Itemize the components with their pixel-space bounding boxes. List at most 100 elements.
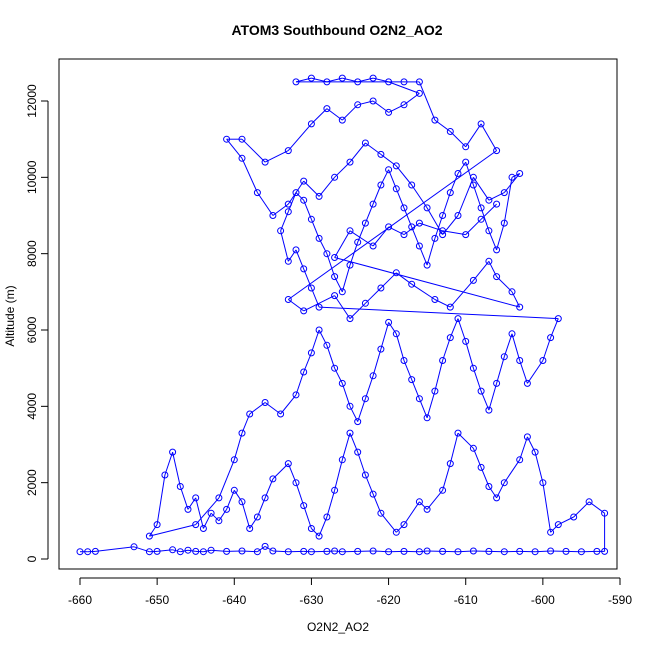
- series-segment: [195, 497, 220, 525]
- data-point: [230, 456, 238, 464]
- series-segment: [241, 501, 251, 529]
- series-segment: [311, 108, 328, 125]
- data-point: [500, 479, 508, 487]
- data-point: [423, 505, 431, 513]
- data-point: [130, 543, 138, 551]
- series-segment: [442, 192, 451, 216]
- data-point: [223, 547, 231, 555]
- data-point: [307, 215, 315, 223]
- series-segment: [349, 242, 359, 266]
- data-point: [385, 223, 393, 231]
- series-segment: [419, 550, 428, 553]
- data-point: [323, 547, 331, 555]
- data-point: [369, 97, 377, 105]
- data-point: [307, 74, 315, 82]
- data-point: [408, 280, 416, 288]
- data-point: [284, 460, 292, 468]
- series-segment: [373, 550, 389, 553]
- series-segment: [426, 238, 436, 266]
- series-segment: [496, 276, 513, 293]
- series-segment: [511, 173, 520, 178]
- data-point: [462, 337, 470, 345]
- series-segment: [172, 451, 181, 487]
- series-segment: [388, 81, 420, 94]
- data-point: [346, 158, 354, 166]
- x-axis: -660 -650 -640 -630 -620 -610 -600 -590: [68, 577, 632, 607]
- series-segment: [349, 142, 366, 163]
- series-segment: [357, 398, 366, 422]
- data-point: [346, 315, 354, 323]
- data-point: [570, 513, 578, 521]
- data-point: [601, 509, 609, 517]
- data-point: [423, 414, 431, 422]
- data-point: [184, 505, 192, 513]
- data-point: [315, 192, 323, 200]
- data-point: [431, 387, 439, 395]
- series-segment: [179, 486, 189, 510]
- series-segment: [241, 158, 258, 193]
- data-point: [246, 525, 254, 532]
- data-point: [307, 120, 315, 128]
- series-segment: [226, 138, 243, 159]
- data-point: [284, 200, 292, 208]
- series-segment: [156, 474, 166, 525]
- y-tick-label: 12000: [25, 84, 39, 118]
- series-segment: [341, 432, 351, 460]
- data-point: [400, 521, 408, 529]
- data-point: [385, 166, 393, 174]
- data-point: [454, 212, 462, 219]
- series-segment: [419, 501, 428, 510]
- series-segment: [257, 545, 266, 553]
- data-point: [477, 387, 485, 395]
- data-point: [446, 334, 454, 342]
- y-tick-label: 2000: [25, 469, 39, 496]
- data-point: [601, 547, 609, 555]
- data-point: [292, 78, 300, 86]
- data-point: [284, 257, 292, 265]
- series-segment: [280, 230, 289, 262]
- x-tick-label: -600: [531, 593, 555, 607]
- data-point: [400, 78, 408, 86]
- series-segment: [380, 272, 397, 289]
- data-point: [500, 219, 508, 227]
- data-point: [469, 173, 477, 181]
- series-segment: [380, 512, 397, 533]
- data-point: [439, 212, 447, 219]
- series-segment: [449, 280, 474, 308]
- data-point: [338, 288, 346, 296]
- data-point: [369, 200, 377, 208]
- series-segment: [542, 337, 552, 361]
- data-point: [485, 196, 493, 204]
- plot-frame: [58, 58, 618, 570]
- data-point: [176, 483, 184, 490]
- data-point: [415, 498, 423, 506]
- data-point: [408, 181, 416, 189]
- data-point: [145, 548, 153, 556]
- data-point: [392, 330, 400, 338]
- data-point: [462, 158, 470, 166]
- data-point: [153, 547, 161, 555]
- series-segment: [526, 360, 544, 384]
- series-segment: [272, 463, 289, 480]
- data-point: [377, 509, 385, 517]
- data-point: [477, 204, 485, 212]
- series-segment: [449, 432, 459, 464]
- data-point: [215, 494, 223, 502]
- series-segment: [434, 360, 444, 392]
- data-point: [508, 288, 516, 296]
- data-point: [261, 158, 269, 166]
- data-point: [508, 173, 516, 181]
- y-axis-label: Altitude (m): [3, 285, 17, 346]
- series-segment: [457, 161, 467, 174]
- data-point: [269, 475, 277, 483]
- data-point: [415, 219, 423, 227]
- data-point: [300, 265, 308, 273]
- series-segment: [334, 257, 520, 308]
- series-segment: [264, 545, 274, 552]
- data-point: [338, 379, 346, 387]
- data-point: [400, 101, 408, 109]
- data-point: [238, 547, 246, 555]
- data-point: [323, 513, 331, 521]
- series-segment: [472, 184, 482, 209]
